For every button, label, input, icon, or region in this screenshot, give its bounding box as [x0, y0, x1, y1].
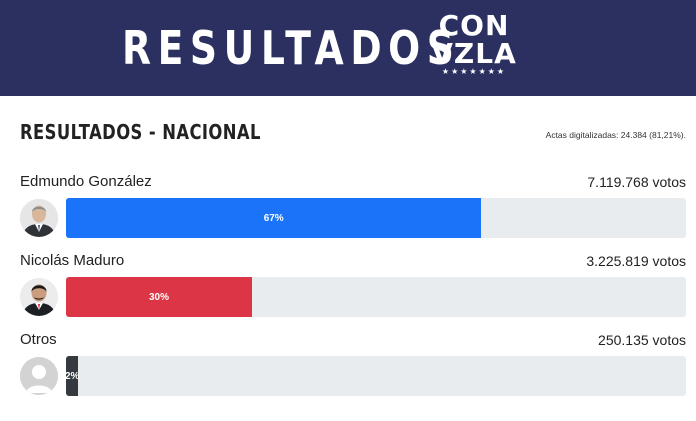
- candidate-photo-icon: [20, 278, 58, 316]
- candidate-votes: 7.119.768 votos: [587, 174, 686, 190]
- con-vzla-logo: CON VZLA ★★★★★★★: [424, 10, 524, 80]
- vote-bar-fill: 67%: [66, 198, 482, 238]
- logo-text-vzla: VZLA: [431, 37, 517, 70]
- vote-percent-label: 30%: [148, 291, 169, 303]
- candidate-votes: 250.135 votos: [598, 332, 686, 348]
- page-title: RESULTADOS - NACIONAL: [20, 120, 261, 144]
- vote-bar-track: 67%: [66, 198, 686, 238]
- candidate-name: Nicolás Maduro: [20, 252, 125, 269]
- logo-stars-icon: ★★★★★★★: [441, 67, 507, 76]
- vote-bar-fill: 30%: [66, 277, 252, 317]
- logo-text-con: CON: [438, 9, 510, 42]
- vote-bar-fill: 2%: [66, 356, 80, 396]
- candidate-votes: 3.225.819 votos: [586, 253, 686, 269]
- candidate-photo-icon: [20, 199, 58, 237]
- header-banner: RESULTADOS CON VZLA ★★★★★★★: [0, 0, 696, 96]
- default-user-icon: [20, 357, 58, 395]
- vote-bar-track: 2%: [66, 356, 686, 396]
- vote-percent-label: 67%: [263, 212, 284, 224]
- candidate-name: Edmundo González: [20, 173, 152, 190]
- vote-bar-track: 30%: [66, 277, 686, 317]
- actas-digitalizadas-text: Actas digitalizadas: 24.384 (81,21%).: [545, 130, 686, 140]
- banner-title: RESULTADOS: [122, 21, 461, 75]
- candidate-name: Otros: [20, 331, 57, 348]
- vote-percent-label: 2%: [66, 370, 80, 382]
